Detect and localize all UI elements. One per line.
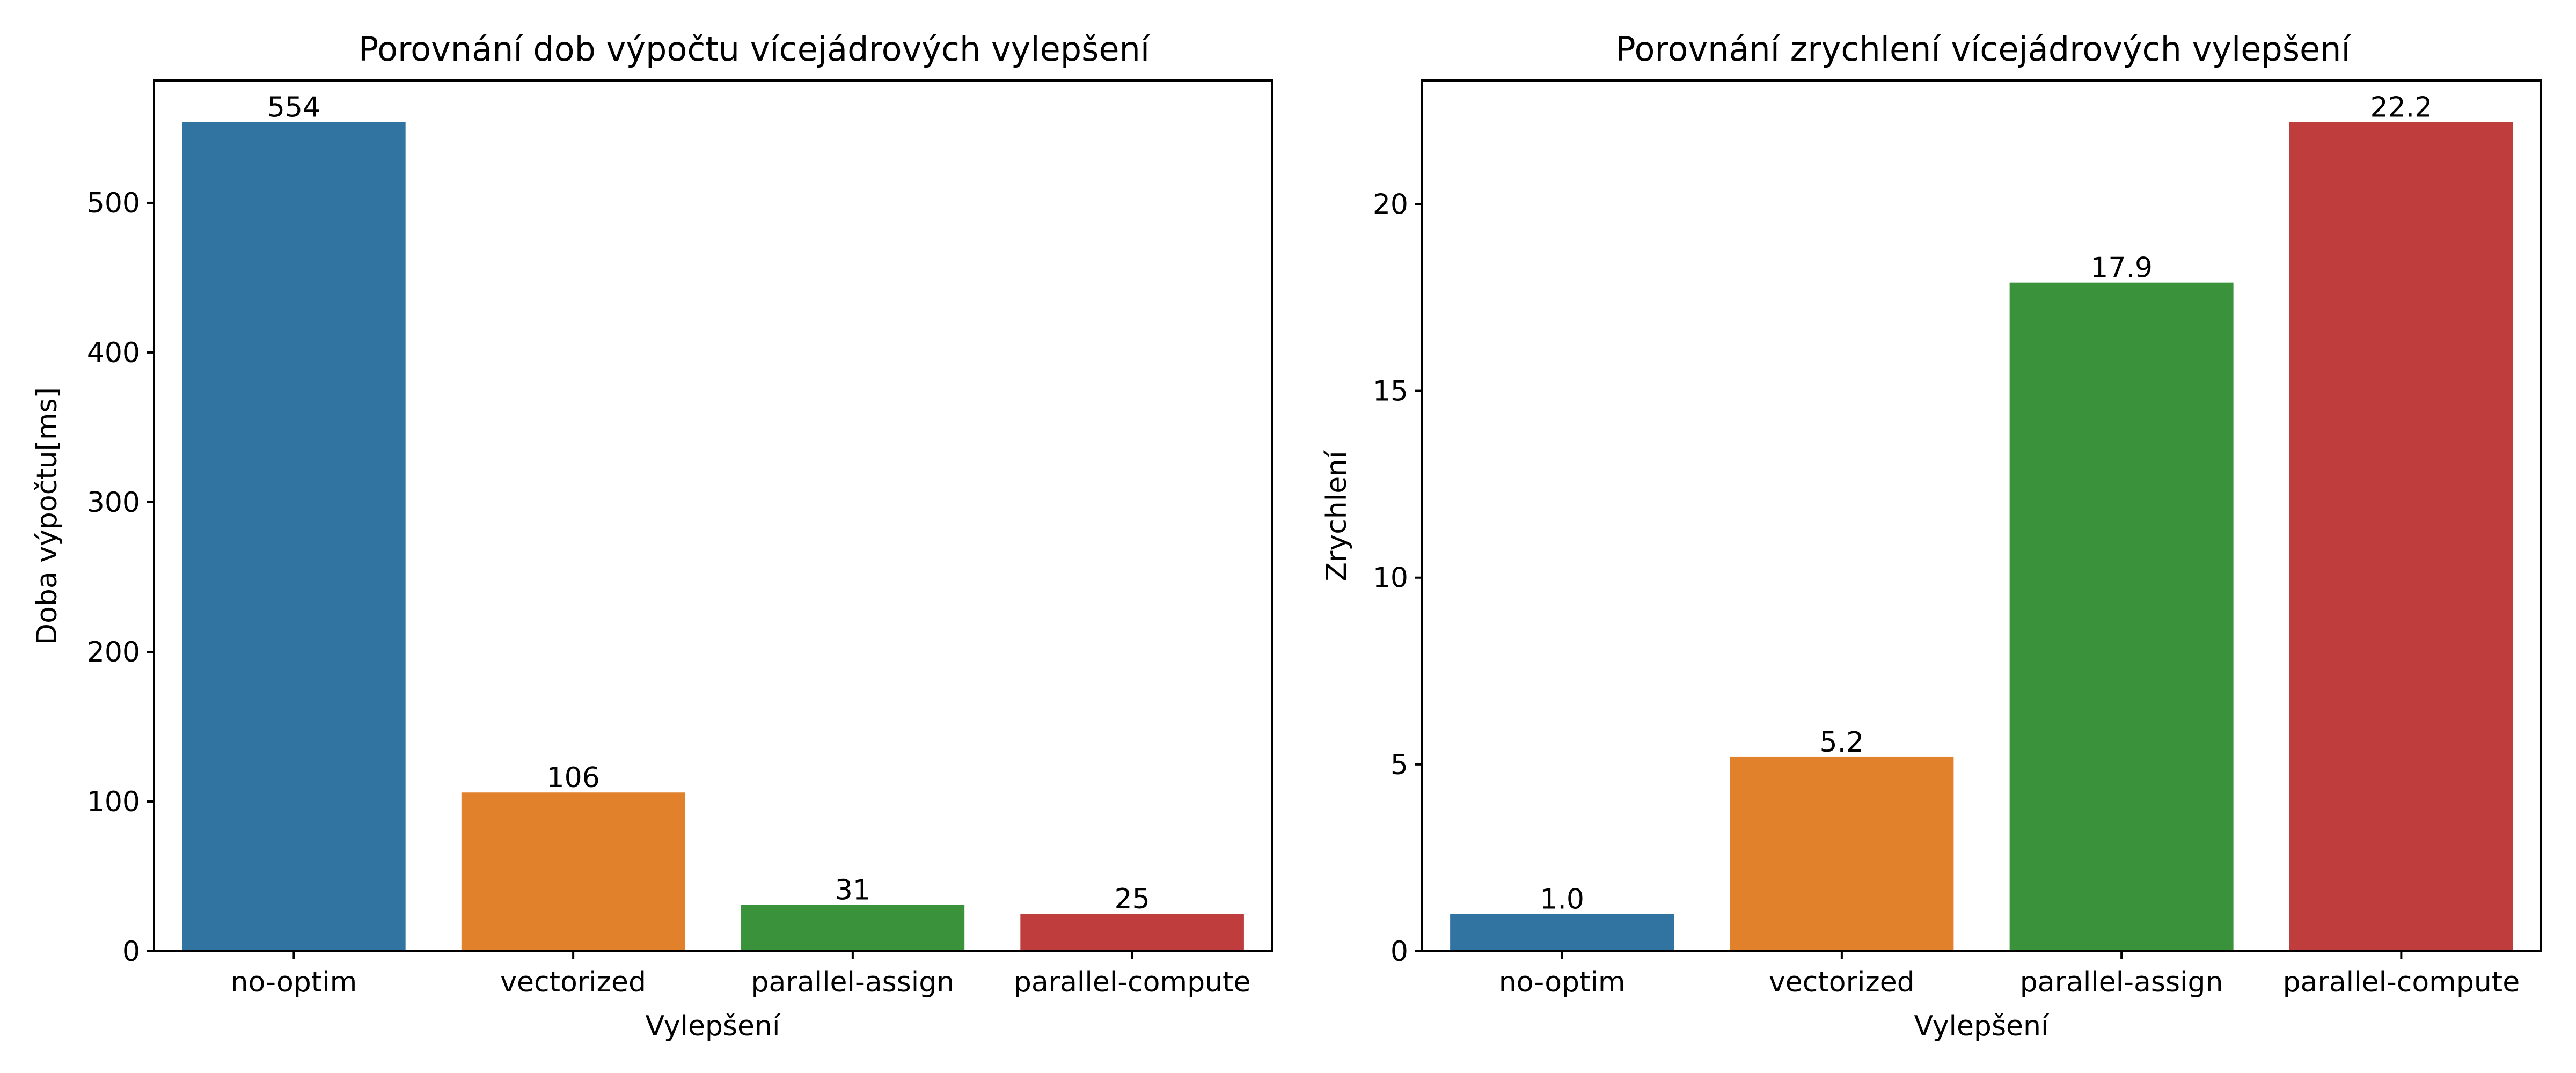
data-label-parallel-assign-right: 17.9 — [2090, 252, 2153, 284]
chart-panel-right: Porovnání zrychlení vícejádrových vylepš… — [1321, 30, 2542, 1042]
y-axis-label-right: Zrychlení — [1321, 450, 1353, 582]
y-tick-label-right: 5 — [1391, 749, 1408, 781]
x-tick-label-no-optim-left: no-optim — [230, 966, 357, 998]
bar-vectorized-left — [461, 792, 685, 951]
bar-parallel-compute-left — [1020, 914, 1244, 951]
bar-vectorized-right — [1730, 756, 1954, 951]
x-tick-label-parallel-compute-right: parallel-compute — [2283, 966, 2520, 998]
y-tick-label-left: 300 — [87, 487, 140, 519]
y-tick-label-left: 100 — [87, 786, 140, 818]
data-label-vectorized-right: 5.2 — [1820, 726, 1864, 759]
data-label-no-optim-right: 1.0 — [1540, 883, 1584, 915]
plot-area-right: 0 5 10 15 20 1.0 no-optim 5.2 vectorized 17.9 para… — [1373, 91, 2520, 998]
plot-frame-right — [1421, 79, 2542, 952]
x-tick-label-no-optim-right: no-optim — [1499, 966, 1626, 998]
y-tick-label-left: 0 — [122, 936, 140, 968]
y-tick-label-left: 200 — [87, 636, 140, 668]
y-tick-label-left: 500 — [87, 187, 140, 219]
y-tick-label-right: 10 — [1373, 562, 1408, 594]
data-label-vectorized-left: 106 — [546, 762, 599, 794]
data-label-parallel-compute-right: 22.2 — [2370, 91, 2432, 123]
bar-no-optim-right — [1450, 914, 1674, 951]
plot-frame-left — [153, 79, 1273, 952]
bar-no-optim-left — [182, 122, 406, 951]
y-axis-label-left: Doba výpočtu[ms] — [31, 387, 63, 645]
chart-panel-left: Porovnání dob výpočtu vícejádrových vyle… — [31, 30, 1273, 1042]
y-tick-label-right: 0 — [1391, 936, 1408, 968]
data-label-parallel-assign-left: 31 — [835, 874, 870, 907]
x-axis-label-right: Vylepšení — [1914, 1010, 2050, 1042]
x-tick-label-vectorized-right: vectorized — [1769, 966, 1915, 998]
data-label-parallel-compute-left: 25 — [1115, 883, 1150, 915]
bar-parallel-assign-left — [741, 905, 965, 951]
plot-area-left: 0 100 200 300 400 500 554 no-optim 106 vectorized… — [87, 91, 1251, 998]
x-tick-label-vectorized-left: vectorized — [500, 966, 646, 998]
x-tick-label-parallel-assign-left: parallel-assign — [751, 966, 955, 998]
x-tick-label-parallel-assign-right: parallel-assign — [2020, 966, 2223, 998]
chart-title-right: Porovnání zrychlení vícejádrových vylepš… — [1615, 30, 2351, 69]
x-axis-label-left: Vylepšení — [646, 1010, 781, 1042]
bar-parallel-assign-right — [2009, 282, 2234, 951]
y-tick-label-left: 400 — [87, 337, 140, 369]
y-tick-label-right: 15 — [1373, 376, 1408, 408]
bar-parallel-compute-right — [2289, 122, 2513, 951]
y-tick-label-right: 20 — [1373, 188, 1408, 221]
chart-title-left: Porovnání dob výpočtu vícejádrových vyle… — [358, 30, 1151, 69]
x-tick-label-parallel-compute-left: parallel-compute — [1014, 966, 1251, 998]
data-label-no-optim-left: 554 — [267, 91, 320, 123]
